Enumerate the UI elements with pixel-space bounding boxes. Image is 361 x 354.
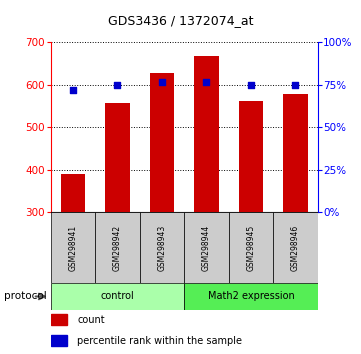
- FancyBboxPatch shape: [184, 283, 318, 310]
- FancyBboxPatch shape: [95, 212, 140, 283]
- FancyBboxPatch shape: [51, 283, 184, 310]
- Bar: [105, 103, 130, 212]
- Text: GSM298943: GSM298943: [157, 225, 166, 271]
- Bar: [51, 314, 66, 325]
- FancyBboxPatch shape: [51, 212, 95, 283]
- Bar: [283, 94, 308, 212]
- Bar: [51, 335, 66, 346]
- Bar: [61, 174, 85, 212]
- Bar: [149, 73, 174, 212]
- Text: GSM298942: GSM298942: [113, 225, 122, 271]
- Text: count: count: [77, 314, 105, 325]
- Text: GSM298944: GSM298944: [202, 225, 211, 271]
- Text: GSM298941: GSM298941: [68, 225, 77, 271]
- Point: [248, 82, 254, 88]
- FancyBboxPatch shape: [273, 212, 318, 283]
- Text: percentile rank within the sample: percentile rank within the sample: [77, 336, 242, 346]
- Point: [114, 82, 120, 88]
- Point: [204, 79, 209, 84]
- FancyBboxPatch shape: [229, 212, 273, 283]
- FancyBboxPatch shape: [184, 212, 229, 283]
- Point: [159, 79, 165, 84]
- Text: Math2 expression: Math2 expression: [208, 291, 294, 302]
- Point: [292, 82, 298, 88]
- Text: protocol: protocol: [4, 291, 46, 302]
- Text: GSM298945: GSM298945: [247, 225, 255, 271]
- FancyBboxPatch shape: [140, 212, 184, 283]
- Text: control: control: [100, 291, 134, 302]
- Bar: [194, 56, 219, 212]
- Point: [70, 87, 76, 93]
- Text: GSM298946: GSM298946: [291, 225, 300, 271]
- Bar: [239, 101, 263, 212]
- Text: GDS3436 / 1372074_at: GDS3436 / 1372074_at: [108, 14, 253, 27]
